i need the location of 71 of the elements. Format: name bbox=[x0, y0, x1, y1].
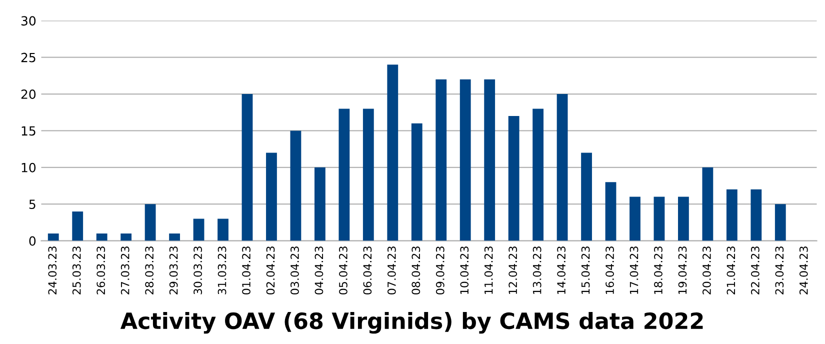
bar bbox=[169, 233, 180, 241]
x-tick-label: 01.04.23 bbox=[242, 246, 250, 294]
y-tick-label: 15 bbox=[22, 126, 36, 136]
x-tick-label: 15.04.23 bbox=[581, 246, 590, 294]
bar bbox=[96, 233, 108, 241]
bar bbox=[774, 204, 786, 241]
y-tick-label: 25 bbox=[21, 52, 36, 62]
x-tick-label: 14.04.23 bbox=[557, 246, 566, 294]
y-tick-label: 10 bbox=[22, 162, 36, 172]
x-tick-label: 24.03.23 bbox=[48, 246, 57, 294]
x-tick-label: 09.04.23 bbox=[436, 246, 444, 294]
x-tick-label: 18.04.23 bbox=[654, 246, 662, 294]
x-tick-label: 29.03.23 bbox=[169, 246, 178, 294]
bar bbox=[72, 211, 84, 241]
bar bbox=[750, 189, 762, 241]
bar bbox=[290, 130, 302, 241]
bar bbox=[556, 94, 568, 241]
x-tick-label: 23.04.23 bbox=[775, 246, 784, 294]
bar bbox=[508, 116, 520, 241]
bar bbox=[218, 218, 228, 241]
x-tick-label: 24.04.23 bbox=[799, 246, 808, 294]
bar bbox=[484, 79, 496, 241]
bar bbox=[193, 218, 204, 241]
bar bbox=[702, 167, 714, 241]
x-tick-label: 13.04.23 bbox=[532, 246, 542, 294]
y-tick-label: 0 bbox=[29, 236, 36, 246]
bar bbox=[120, 233, 132, 241]
x-tick-label: 26.03.23 bbox=[96, 246, 106, 294]
x-tick-label: 06.04.23 bbox=[363, 246, 372, 294]
bar bbox=[630, 196, 640, 241]
x-tick-label: 25.03.23 bbox=[72, 246, 81, 294]
x-tick-label: 17.04.23 bbox=[630, 246, 638, 294]
bar bbox=[605, 182, 616, 241]
bar bbox=[338, 108, 350, 241]
x-tick-label: 28.03.23 bbox=[145, 246, 154, 294]
bar bbox=[460, 79, 471, 241]
x-tick-label: 08.04.23 bbox=[412, 246, 420, 294]
bar bbox=[436, 79, 447, 241]
y-tick-label: 30 bbox=[21, 16, 36, 26]
x-tick-label: 22.04.23 bbox=[750, 246, 760, 294]
x-tick-label: 05.04.23 bbox=[339, 246, 348, 294]
bar bbox=[314, 167, 326, 241]
bar bbox=[678, 196, 689, 241]
bar bbox=[48, 233, 59, 241]
x-tick-label: 02.04.23 bbox=[266, 246, 275, 294]
x-tick-label: 16.04.23 bbox=[606, 246, 614, 294]
x-tick-label: 21.04.23 bbox=[726, 246, 736, 294]
x-tick-label: 04.04.23 bbox=[314, 246, 324, 294]
x-tick-label: 10.04.23 bbox=[460, 246, 469, 294]
bar bbox=[387, 64, 398, 241]
bar bbox=[362, 108, 374, 241]
bar bbox=[654, 196, 665, 241]
x-tick-label: 20.04.23 bbox=[702, 246, 711, 294]
x-tick-label: 30.03.23 bbox=[194, 246, 202, 294]
x-tick-label: 11.04.23 bbox=[484, 246, 493, 294]
bar bbox=[532, 108, 544, 241]
x-tick-label: 12.04.23 bbox=[508, 246, 518, 294]
bar bbox=[266, 152, 277, 241]
x-tick-label: 03.04.23 bbox=[290, 246, 299, 294]
text: Activity OAV (68 Virginids) by CAMS data 2022 bbox=[120, 312, 703, 334]
bar bbox=[411, 123, 422, 241]
x-tick-label: 31.03.23 bbox=[218, 246, 226, 294]
bar bbox=[726, 189, 738, 241]
bar bbox=[242, 94, 253, 241]
bar bbox=[144, 204, 156, 241]
x-tick-label: 19.04.23 bbox=[678, 246, 687, 294]
y-tick-label: 5 bbox=[29, 200, 36, 210]
y-tick-label: 20 bbox=[21, 90, 36, 99]
x-tick-label: 07.04.23 bbox=[387, 246, 396, 294]
x-tick-label: 27.03.23 bbox=[120, 246, 130, 294]
bar bbox=[581, 152, 592, 241]
